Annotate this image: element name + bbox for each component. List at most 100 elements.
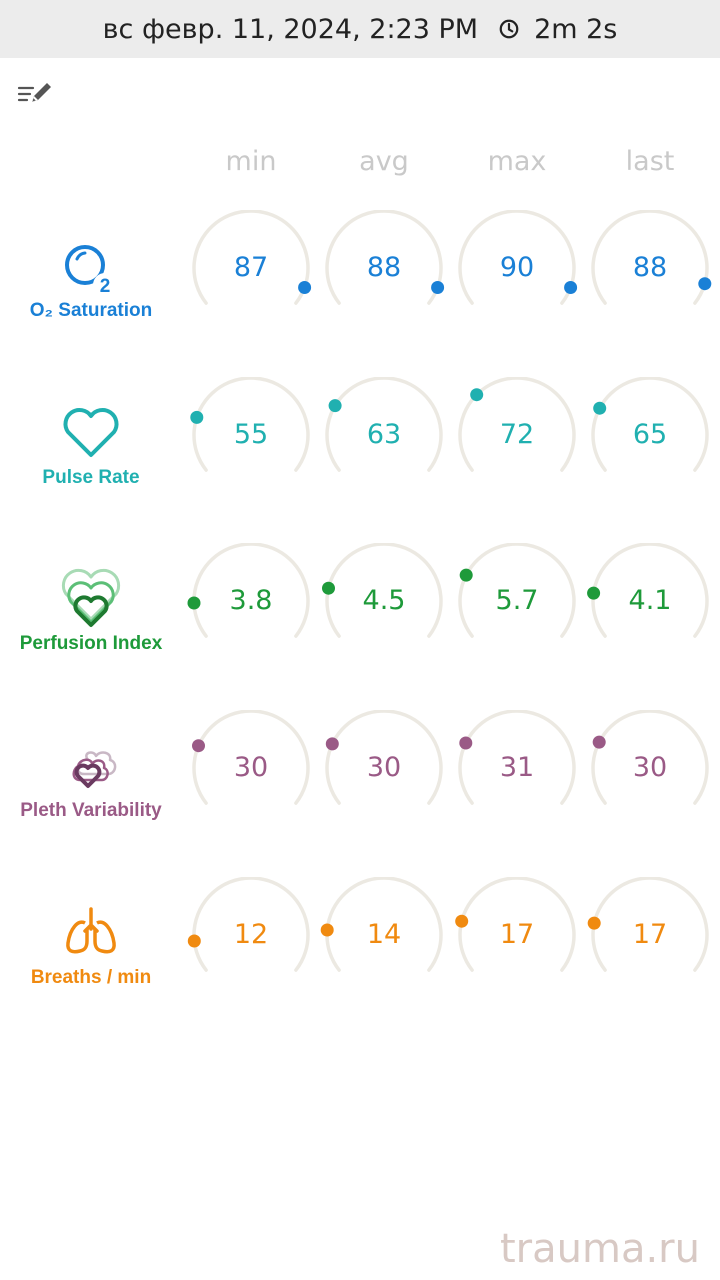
gauge-dial <box>320 877 443 972</box>
o2-saturation-icon: 2 <box>58 232 124 298</box>
gauge-track <box>325 543 443 638</box>
gauge-dial <box>591 377 709 472</box>
gauge-indicator-dot <box>298 281 312 294</box>
column-header-last: last <box>625 146 675 177</box>
gauge-o2-max: 90 <box>452 210 582 320</box>
column-header-max: max <box>487 146 547 177</box>
gauge-indicator-dot <box>470 388 484 402</box>
gauge-value: 14 <box>366 919 402 950</box>
gauge-dial <box>591 210 712 305</box>
metric-label: Pulse Rate <box>42 467 140 488</box>
gauge-dial <box>455 877 576 972</box>
gauge-dial <box>458 210 578 305</box>
gauge-indicator-dot <box>187 934 201 948</box>
gauge-indicator-dot <box>455 914 469 928</box>
gauge-track <box>458 210 576 305</box>
gauge-o2-min: 87 <box>186 210 316 320</box>
clock-icon <box>498 18 520 40</box>
gauge-value: 4.1 <box>628 585 672 616</box>
svg-text:2: 2 <box>100 276 111 297</box>
gauge-indicator-dot <box>587 916 601 930</box>
gauge-dial <box>322 543 443 638</box>
gauge-value: 17 <box>499 919 535 950</box>
gauge-track <box>325 377 443 472</box>
session-info-bar: вс февр. 11, 2024, 2:23 PM 2m 2s <box>0 0 720 58</box>
lungs-icon <box>58 899 124 965</box>
gauge-value: 90 <box>499 252 535 283</box>
metric-pleth-variability: Pleth Variability <box>0 710 182 860</box>
gauge-dial <box>587 543 709 638</box>
metric-label: O₂ Saturation <box>29 300 153 321</box>
gauge-breaths-avg: 14 <box>319 877 449 987</box>
gauge-indicator-dot <box>459 568 473 582</box>
gauge-track <box>192 377 310 472</box>
gauge-value: 55 <box>233 419 269 450</box>
perfusion-hearts-icon <box>58 565 124 631</box>
metric-row-pulse-rate: Pulse Rate 55 63 72 65 <box>0 377 720 527</box>
gauge-track <box>458 877 576 972</box>
gauge-indicator-dot <box>587 586 601 600</box>
gauge-pleth-min: 30 <box>186 710 316 820</box>
gauge-perfusion-max: 5.7 <box>452 543 582 653</box>
gauge-dial <box>587 877 709 972</box>
gauge-o2-last: 88 <box>585 210 715 320</box>
gauge-value: 88 <box>632 252 668 283</box>
metric-o2-saturation: 2 O₂ Saturation <box>0 210 182 360</box>
metric-row-pleth-variability: Pleth Variability 30 30 31 30 <box>0 710 720 860</box>
gauge-pulse-min: 55 <box>186 377 316 487</box>
gauge-indicator-dot <box>328 399 342 413</box>
watermark: trauma.ru <box>500 1226 700 1272</box>
gauge-dial <box>325 377 443 472</box>
gauge-value: 72 <box>499 419 535 450</box>
gauge-track <box>458 543 576 638</box>
gauge-dial <box>190 377 310 472</box>
metric-label: Pleth Variability <box>20 800 162 821</box>
gauge-value: 31 <box>499 752 535 783</box>
heart-icon <box>58 399 124 465</box>
pleth-variability-icon <box>58 732 124 798</box>
gauge-perfusion-avg: 4.5 <box>319 543 449 653</box>
gauge-perfusion-min: 3.8 <box>186 543 316 653</box>
gauge-indicator-dot <box>431 281 445 294</box>
metric-row-o2-saturation: 2 O₂ Saturation 87 88 90 88 <box>0 210 720 360</box>
gauge-track <box>591 210 709 305</box>
metric-respiration-rate: Breaths / min <box>0 877 182 1027</box>
gauge-track <box>591 543 709 638</box>
metric-pulse-rate: Pulse Rate <box>0 377 182 527</box>
gauge-dial <box>192 210 312 305</box>
gauge-value: 65 <box>632 419 668 450</box>
gauge-indicator-dot <box>192 739 205 753</box>
gauge-value: 4.5 <box>362 585 406 616</box>
edit-notes-button[interactable] <box>16 76 56 110</box>
gauge-track <box>192 710 310 805</box>
gauge-value: 17 <box>632 919 668 950</box>
gauge-breaths-last: 17 <box>585 877 715 987</box>
gauge-indicator-dot <box>564 281 578 294</box>
gauge-indicator-dot <box>320 923 334 937</box>
column-header-min: min <box>225 146 277 177</box>
gauge-track <box>325 710 443 805</box>
gauge-track <box>591 877 709 972</box>
gauge-pulse-max: 72 <box>452 377 582 487</box>
gauge-pulse-last: 65 <box>585 377 715 487</box>
gauge-indicator-dot <box>187 596 201 610</box>
gauge-indicator-dot <box>459 736 473 750</box>
gauge-value: 3.8 <box>229 585 273 616</box>
gauge-value: 87 <box>233 252 269 283</box>
gauge-value: 30 <box>233 752 269 783</box>
metric-row-respiration-rate: Breaths / min 12 14 17 17 <box>0 877 720 1027</box>
gauge-pleth-max: 31 <box>452 710 582 820</box>
gauge-value: 88 <box>366 252 402 283</box>
gauge-value: 30 <box>632 752 668 783</box>
gauge-dial <box>187 543 310 638</box>
gauge-pulse-avg: 63 <box>319 377 449 487</box>
gauge-value: 30 <box>366 752 402 783</box>
gauge-indicator-dot <box>592 735 606 749</box>
column-header-avg: avg <box>359 146 409 177</box>
gauge-indicator-dot <box>325 737 339 751</box>
gauge-dial <box>325 210 445 305</box>
edit-list-icon <box>17 83 51 102</box>
gauge-breaths-max: 17 <box>452 877 582 987</box>
metric-row-perfusion-index: Perfusion Index 3.8 4.5 5.7 4.1 <box>0 543 720 693</box>
session-duration: 2m 2s <box>534 13 618 45</box>
